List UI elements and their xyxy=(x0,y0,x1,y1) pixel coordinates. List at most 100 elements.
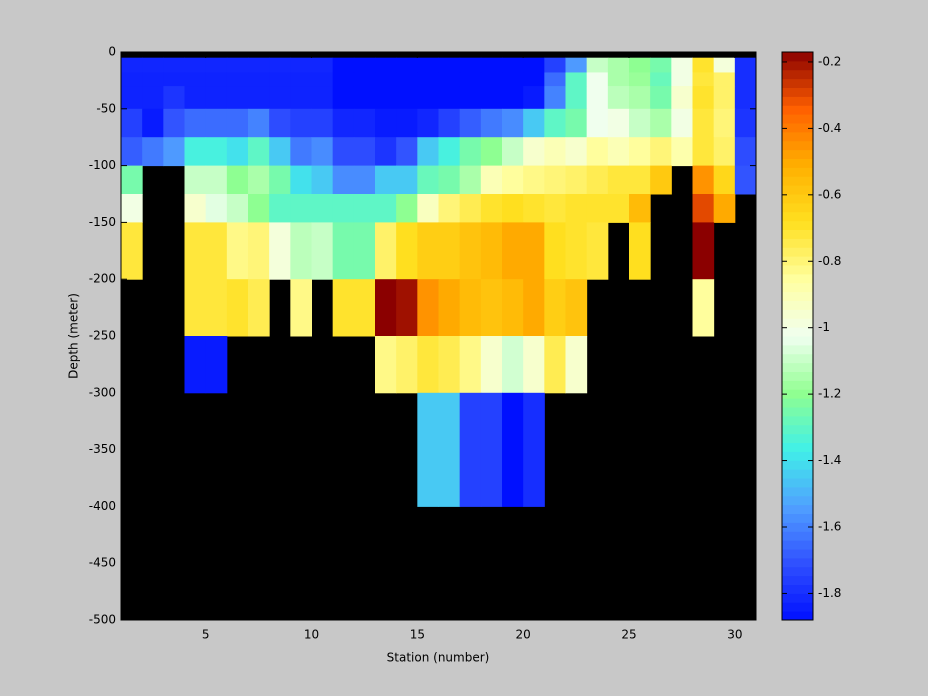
x-axis-label: Station (number) xyxy=(387,651,490,665)
colorbar-band xyxy=(782,584,813,594)
heat-cell xyxy=(163,57,185,73)
heat-cell xyxy=(248,222,270,280)
colorbar-tick-label: -1.2 xyxy=(818,387,841,401)
heat-cell xyxy=(142,57,164,73)
heat-cell xyxy=(205,194,228,223)
heat-cell xyxy=(607,86,630,110)
heat-cell xyxy=(396,108,418,138)
colorbar-band xyxy=(782,540,813,550)
heat-cell xyxy=(269,108,291,138)
heat-cell xyxy=(375,279,397,337)
heat-cell xyxy=(332,72,355,87)
colorbar-band xyxy=(782,220,813,230)
heat-cell xyxy=(459,86,482,110)
heat-cell xyxy=(311,137,334,167)
heat-cell xyxy=(311,194,334,223)
heat-cell xyxy=(121,86,143,110)
heat-cell xyxy=(586,194,609,223)
heat-cell xyxy=(438,336,461,394)
colorbar-band xyxy=(782,531,813,541)
heat-cell xyxy=(544,222,566,280)
colorbar-band xyxy=(782,167,813,177)
heat-cell xyxy=(502,222,524,280)
heat-cell xyxy=(565,72,588,87)
heat-cell xyxy=(248,137,270,167)
colorbar-band xyxy=(782,415,813,426)
heat-cell xyxy=(396,137,418,167)
heat-cell xyxy=(184,72,207,87)
heat-cell xyxy=(650,165,672,195)
heat-cell xyxy=(565,194,588,223)
heat-cell xyxy=(226,194,249,223)
colorbar-band xyxy=(782,602,813,612)
heat-cell xyxy=(311,86,334,110)
heat-cell xyxy=(607,137,630,167)
heat-cell xyxy=(713,72,736,87)
colorbar-band xyxy=(782,398,813,408)
heat-cell xyxy=(586,86,609,110)
colorbar-band xyxy=(782,282,813,293)
x-tick-label: 20 xyxy=(516,628,531,642)
heat-cell xyxy=(692,194,715,223)
colorbar-band xyxy=(782,265,813,275)
colorbar-band xyxy=(782,211,813,222)
y-axis-label: Depth (meter) xyxy=(67,293,81,379)
heat-cell xyxy=(502,137,524,167)
colorbar-band xyxy=(782,442,813,452)
heat-cell xyxy=(629,57,651,73)
y-tick-label: 0 xyxy=(108,45,116,59)
heat-cell xyxy=(184,336,207,394)
heat-cell xyxy=(565,137,588,167)
heat-cell xyxy=(692,57,715,73)
heat-cell xyxy=(290,194,312,223)
heat-cell xyxy=(438,279,461,337)
colorbar-tick-label: -1.4 xyxy=(818,453,841,467)
colorbar-band xyxy=(782,504,813,514)
heat-cell xyxy=(565,57,588,73)
colorbar-band xyxy=(782,105,813,115)
heat-cell xyxy=(692,72,715,87)
heat-cell xyxy=(396,72,418,87)
heat-cell xyxy=(438,137,461,167)
heat-cell xyxy=(375,194,397,223)
heat-cell xyxy=(417,165,439,195)
heat-cell xyxy=(353,279,376,337)
heat-cell xyxy=(290,279,312,337)
colorbar-band xyxy=(782,114,813,124)
heat-cell xyxy=(184,165,207,195)
heat-cell xyxy=(565,279,588,337)
colorbar-band xyxy=(782,194,813,204)
heat-cell xyxy=(502,72,524,87)
heat-cell xyxy=(311,222,334,280)
heat-cell xyxy=(734,137,757,167)
heat-cell xyxy=(417,108,439,138)
heat-cell xyxy=(375,222,397,280)
heat-cell xyxy=(438,86,461,110)
heat-cell xyxy=(438,222,461,280)
colorbar-band xyxy=(782,460,813,470)
heat-cell xyxy=(523,165,545,195)
heat-cell xyxy=(565,165,588,195)
heat-cell xyxy=(480,165,503,195)
colorbar-band xyxy=(782,149,813,159)
heat-cell xyxy=(417,392,439,507)
heat-cell xyxy=(502,336,524,394)
heat-cell xyxy=(205,137,228,167)
heat-cell xyxy=(248,72,270,87)
heat-cell xyxy=(629,137,651,167)
colorbar-band xyxy=(782,202,813,213)
heat-cell xyxy=(459,165,482,195)
heat-cell xyxy=(205,108,228,138)
colorbar-band xyxy=(782,140,813,151)
x-tick-label: 15 xyxy=(410,628,425,642)
heat-cell xyxy=(459,72,482,87)
heat-cell xyxy=(438,194,461,223)
heat-cell xyxy=(544,279,566,337)
heat-cell xyxy=(121,72,143,87)
heat-cell xyxy=(671,57,693,73)
colorbar-band xyxy=(782,469,813,479)
heat-cell xyxy=(311,165,334,195)
heat-cell xyxy=(629,108,651,138)
heat-cell xyxy=(163,137,185,167)
